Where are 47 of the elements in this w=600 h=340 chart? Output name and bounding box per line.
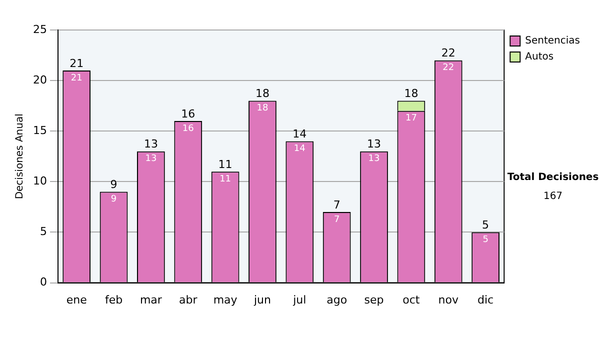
x-tick-label: nov bbox=[438, 293, 459, 306]
total-label: 5 bbox=[482, 218, 490, 232]
data-label: 13 bbox=[145, 154, 157, 164]
data-label: 7 bbox=[334, 214, 340, 225]
total-label: 11 bbox=[218, 158, 232, 171]
total-label: 18 bbox=[255, 87, 270, 100]
data-label: 16 bbox=[182, 124, 194, 134]
x-tick-label: may bbox=[213, 293, 238, 306]
data-label: 22 bbox=[442, 63, 454, 74]
data-label: 9 bbox=[110, 194, 117, 205]
x-tick-label: jul bbox=[292, 293, 306, 306]
data-label: 14 bbox=[294, 144, 306, 154]
data-label: 18 bbox=[256, 104, 268, 114]
data-label: 5 bbox=[482, 235, 488, 246]
y-tick-label: 15 bbox=[32, 124, 47, 137]
y-tick-label: 0 bbox=[40, 276, 47, 289]
y-axis-title: Decisiones Anual bbox=[14, 114, 26, 200]
x-tick-label: ene bbox=[66, 293, 88, 306]
data-label: 21 bbox=[70, 73, 82, 84]
total-label: 22 bbox=[441, 46, 456, 60]
total-label: 13 bbox=[367, 138, 382, 151]
data-label: 17 bbox=[405, 114, 417, 124]
x-tick-label: feb bbox=[104, 293, 123, 306]
x-tick-label: jun bbox=[252, 293, 272, 306]
total-label: 13 bbox=[144, 138, 158, 151]
y-tick-label: 20 bbox=[32, 73, 47, 86]
total-label: 21 bbox=[70, 56, 84, 70]
legend-label: Autos bbox=[525, 52, 554, 63]
data-label: 11 bbox=[220, 174, 232, 184]
total-label: 18 bbox=[404, 87, 418, 100]
x-tick-label: dic bbox=[478, 293, 494, 306]
total-label: 14 bbox=[292, 128, 307, 141]
total-label: 7 bbox=[333, 198, 340, 212]
x-tick-label: oct bbox=[402, 293, 420, 306]
y-tick-label: 10 bbox=[32, 174, 47, 188]
text: 167 bbox=[542, 191, 564, 202]
legend-label: Sentencias bbox=[525, 36, 580, 47]
total-label: 16 bbox=[181, 107, 196, 120]
x-tick-label: sep bbox=[364, 293, 384, 306]
total-label: 9 bbox=[110, 178, 118, 192]
x-tick-label: mar bbox=[140, 293, 162, 306]
text: Total Decisiones bbox=[506, 172, 600, 183]
y-tick-label: 25 bbox=[32, 22, 47, 36]
data-label: 13 bbox=[368, 154, 380, 164]
x-tick-label: ago bbox=[326, 293, 348, 306]
y-tick-label: 5 bbox=[40, 225, 47, 238]
x-tick-label: abr bbox=[178, 293, 198, 306]
